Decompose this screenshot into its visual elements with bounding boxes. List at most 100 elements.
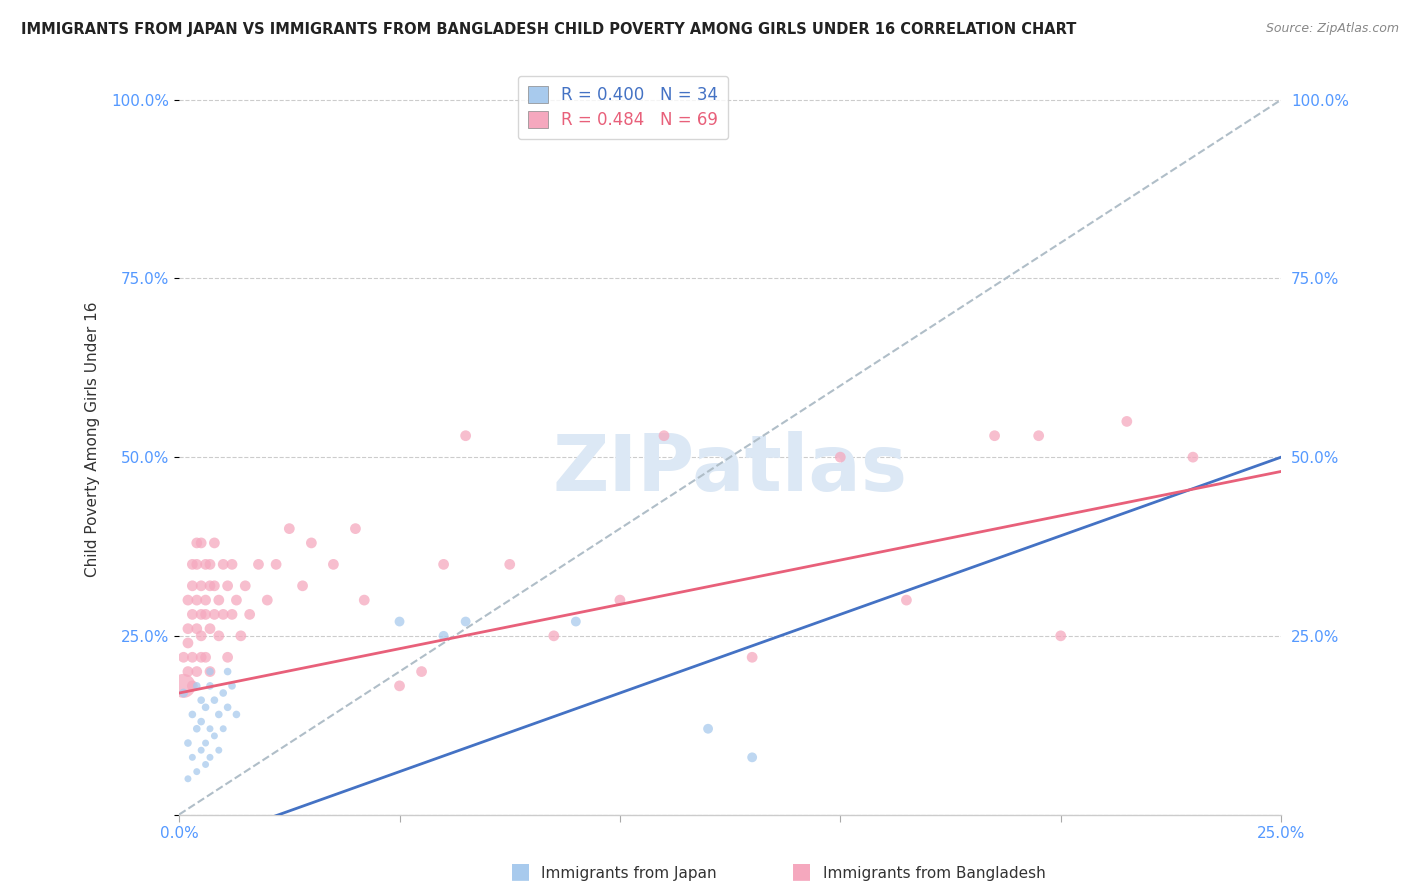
- Point: [194, 736, 217, 750]
- Point: [983, 428, 1005, 442]
- Point: [198, 750, 221, 764]
- Point: [208, 707, 231, 722]
- Point: [388, 615, 411, 629]
- Point: [388, 679, 411, 693]
- Point: [454, 428, 477, 442]
- Point: [198, 665, 221, 679]
- Point: [186, 722, 208, 736]
- Point: [217, 700, 239, 714]
- Text: ■: ■: [510, 862, 530, 881]
- Point: [247, 558, 270, 572]
- Text: ■: ■: [792, 862, 811, 881]
- Point: [202, 579, 225, 593]
- Point: [194, 700, 217, 714]
- Point: [190, 743, 212, 757]
- Point: [896, 593, 918, 607]
- Point: [190, 714, 212, 729]
- Point: [344, 522, 367, 536]
- Point: [177, 736, 200, 750]
- Text: Immigrants from Japan: Immigrants from Japan: [541, 866, 717, 881]
- Point: [186, 679, 208, 693]
- Point: [190, 536, 212, 550]
- Point: [202, 693, 225, 707]
- Text: Source: ZipAtlas.com: Source: ZipAtlas.com: [1265, 22, 1399, 36]
- Point: [198, 722, 221, 736]
- Point: [217, 579, 239, 593]
- Point: [609, 593, 631, 607]
- Point: [499, 558, 522, 572]
- Point: [173, 650, 195, 665]
- Point: [190, 650, 212, 665]
- Point: [741, 650, 763, 665]
- Point: [194, 650, 217, 665]
- Point: [202, 536, 225, 550]
- Point: [181, 650, 204, 665]
- Legend: R = 0.400   N = 34, R = 0.484   N = 69: R = 0.400 N = 34, R = 0.484 N = 69: [517, 76, 728, 139]
- Y-axis label: Child Poverty Among Girls Under 16: Child Poverty Among Girls Under 16: [86, 301, 100, 577]
- Point: [225, 707, 247, 722]
- Point: [202, 607, 225, 622]
- Point: [221, 558, 243, 572]
- Point: [225, 593, 247, 607]
- Point: [208, 629, 231, 643]
- Text: Immigrants from Bangladesh: Immigrants from Bangladesh: [823, 866, 1045, 881]
- Point: [278, 522, 301, 536]
- Point: [565, 615, 588, 629]
- Point: [190, 693, 212, 707]
- Point: [221, 679, 243, 693]
- Point: [194, 558, 217, 572]
- Point: [256, 593, 278, 607]
- Point: [212, 558, 235, 572]
- Point: [433, 629, 456, 643]
- Point: [1049, 629, 1071, 643]
- Point: [177, 622, 200, 636]
- Point: [181, 558, 204, 572]
- Point: [177, 772, 200, 786]
- Point: [202, 729, 225, 743]
- Point: [186, 558, 208, 572]
- Point: [181, 679, 204, 693]
- Point: [186, 622, 208, 636]
- Point: [177, 593, 200, 607]
- Point: [181, 750, 204, 764]
- Point: [177, 636, 200, 650]
- Point: [173, 686, 195, 700]
- Point: [181, 707, 204, 722]
- Point: [233, 579, 256, 593]
- Point: [1028, 428, 1050, 442]
- Point: [433, 558, 456, 572]
- Point: [217, 665, 239, 679]
- Point: [208, 743, 231, 757]
- Point: [1181, 450, 1204, 465]
- Point: [198, 622, 221, 636]
- Point: [177, 665, 200, 679]
- Point: [322, 558, 344, 572]
- Point: [186, 536, 208, 550]
- Point: [239, 607, 262, 622]
- Point: [190, 629, 212, 643]
- Point: [652, 428, 675, 442]
- Point: [830, 450, 852, 465]
- Point: [194, 593, 217, 607]
- Point: [190, 579, 212, 593]
- Point: [291, 579, 314, 593]
- Point: [186, 593, 208, 607]
- Point: [697, 722, 720, 736]
- Point: [194, 607, 217, 622]
- Point: [186, 764, 208, 779]
- Point: [186, 665, 208, 679]
- Text: IMMIGRANTS FROM JAPAN VS IMMIGRANTS FROM BANGLADESH CHILD POVERTY AMONG GIRLS UN: IMMIGRANTS FROM JAPAN VS IMMIGRANTS FROM…: [21, 22, 1077, 37]
- Point: [411, 665, 433, 679]
- Point: [454, 615, 477, 629]
- Text: ZIPatlas: ZIPatlas: [553, 432, 908, 508]
- Point: [212, 722, 235, 736]
- Point: [299, 536, 322, 550]
- Point: [229, 629, 252, 643]
- Point: [198, 665, 221, 679]
- Point: [353, 593, 375, 607]
- Point: [208, 593, 231, 607]
- Point: [212, 607, 235, 622]
- Point: [221, 607, 243, 622]
- Point: [181, 579, 204, 593]
- Point: [212, 686, 235, 700]
